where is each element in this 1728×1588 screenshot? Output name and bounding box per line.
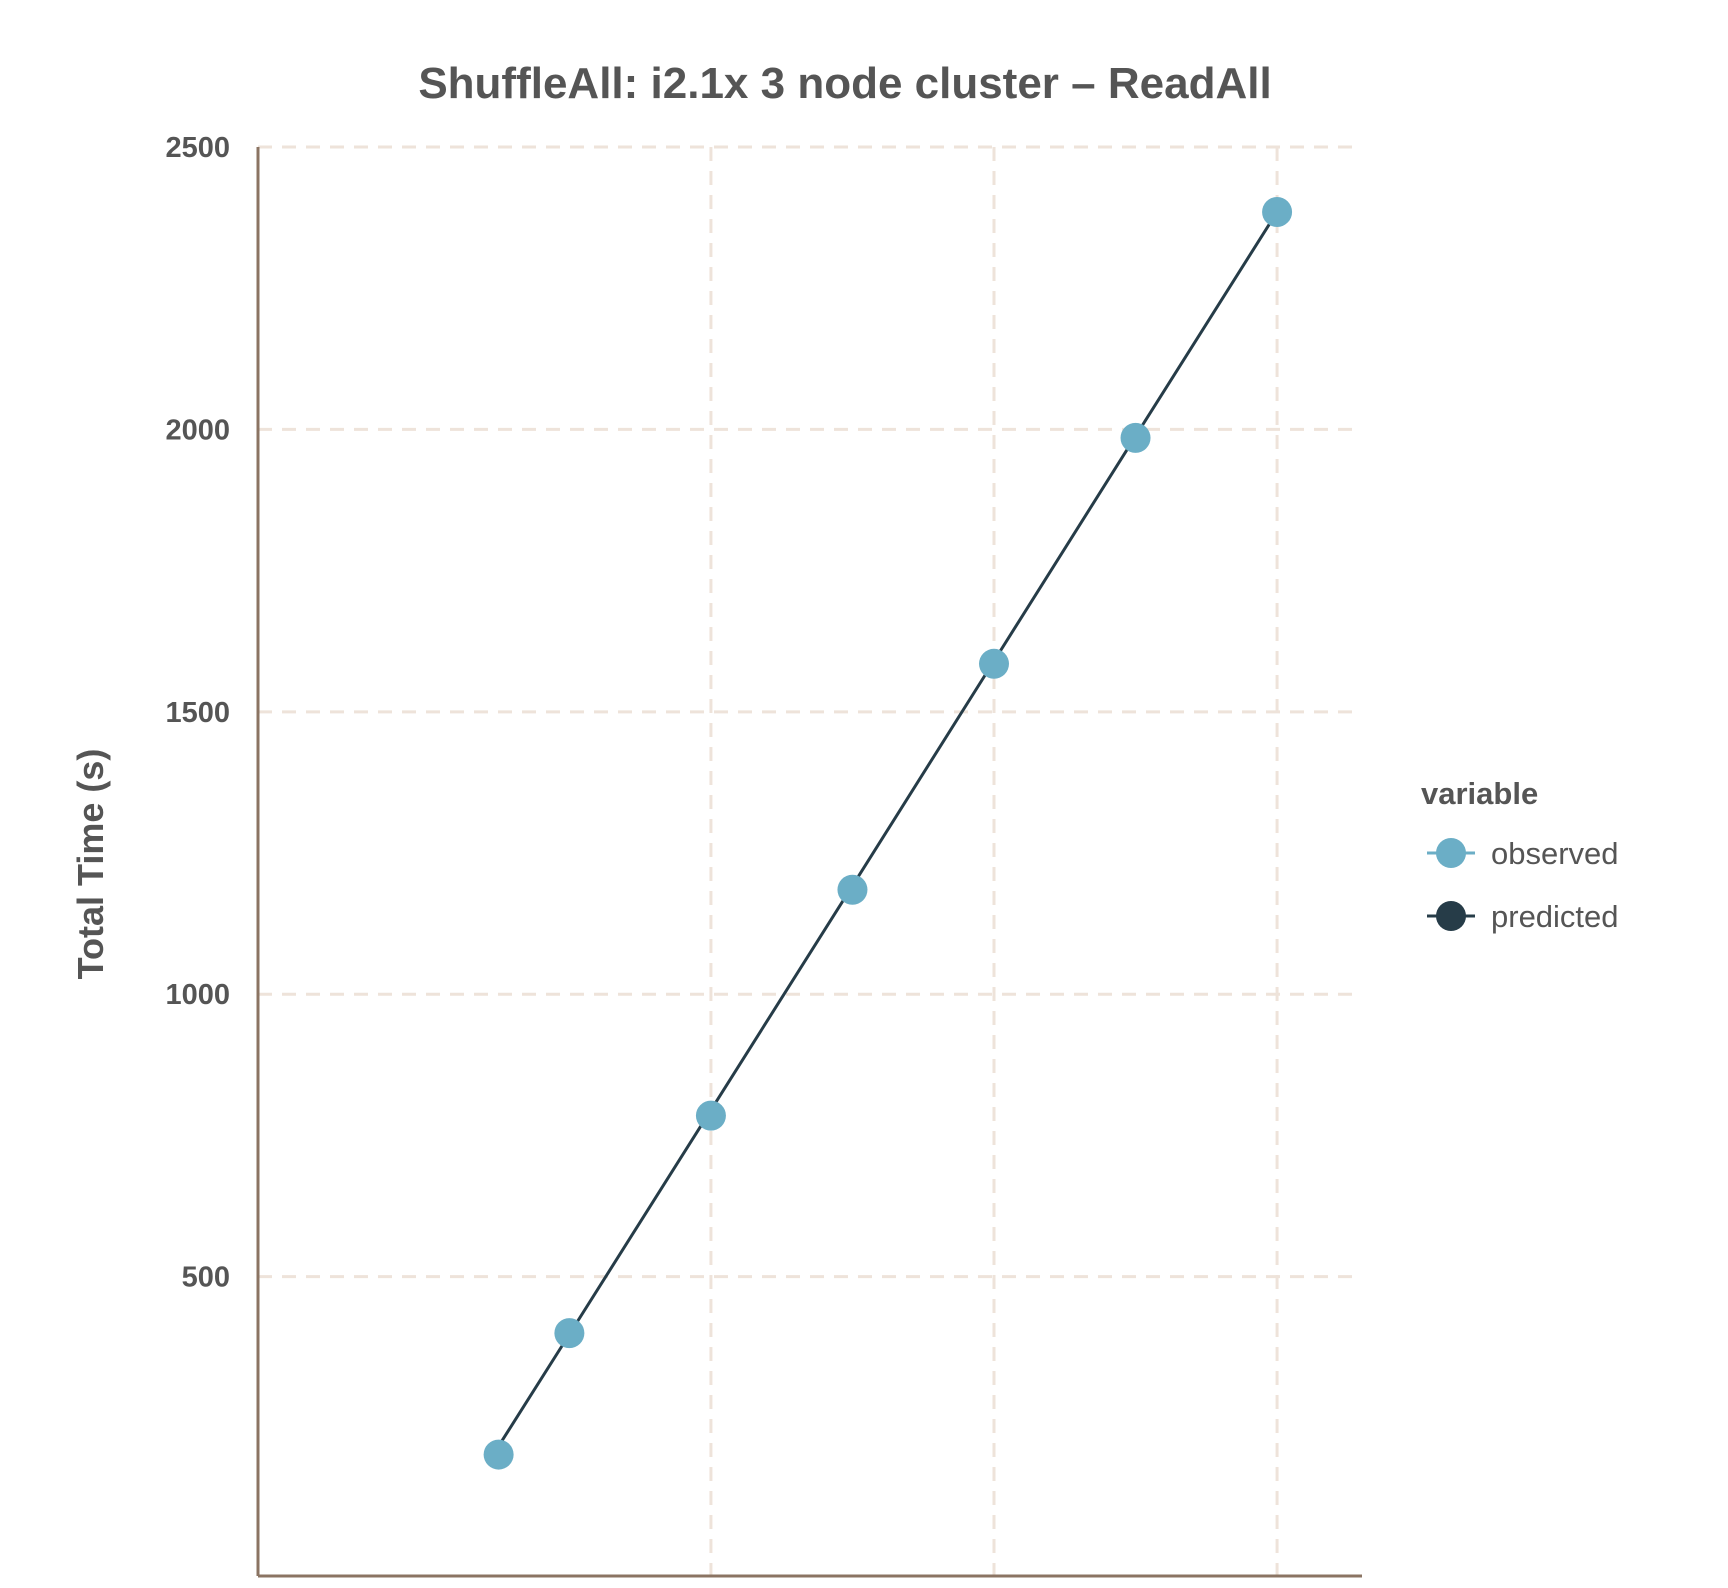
grid-layer xyxy=(258,145,1362,1576)
point-observed xyxy=(695,1100,726,1131)
y-tick-label: 2500 xyxy=(165,132,230,164)
chart-title: ShuffleAll: i2.1x 3 node cluster – ReadA… xyxy=(418,59,1271,108)
point-observed xyxy=(483,1439,514,1470)
y-tick-label: 500 xyxy=(182,1262,230,1294)
series-layer xyxy=(483,196,1293,1470)
legend-title: variable xyxy=(1421,776,1538,811)
y-tick-label: 2000 xyxy=(165,414,230,446)
point-observed xyxy=(1120,422,1151,453)
axes-layer xyxy=(256,147,1362,1578)
legend: variable observed predicted xyxy=(1421,776,1619,934)
point-observed xyxy=(837,874,868,905)
ticks-layer: 500 1000 1500 2000 2500 xyxy=(165,132,230,1294)
y-tick-label: 1000 xyxy=(165,979,230,1011)
legend-label-observed: observed xyxy=(1491,836,1619,871)
point-observed xyxy=(979,648,1009,679)
legend-items: observed predicted xyxy=(1427,836,1619,934)
legend-key-marker-observed xyxy=(1436,838,1466,868)
y-axis-label: Total Time (s) xyxy=(70,749,111,980)
series-line-predicted xyxy=(497,211,1279,1447)
y-tick-label: 1500 xyxy=(165,697,230,729)
legend-key-marker-predicted xyxy=(1436,901,1466,931)
legend-label-predicted: predicted xyxy=(1491,899,1619,934)
point-observed xyxy=(554,1318,585,1349)
point-observed xyxy=(1262,196,1293,227)
